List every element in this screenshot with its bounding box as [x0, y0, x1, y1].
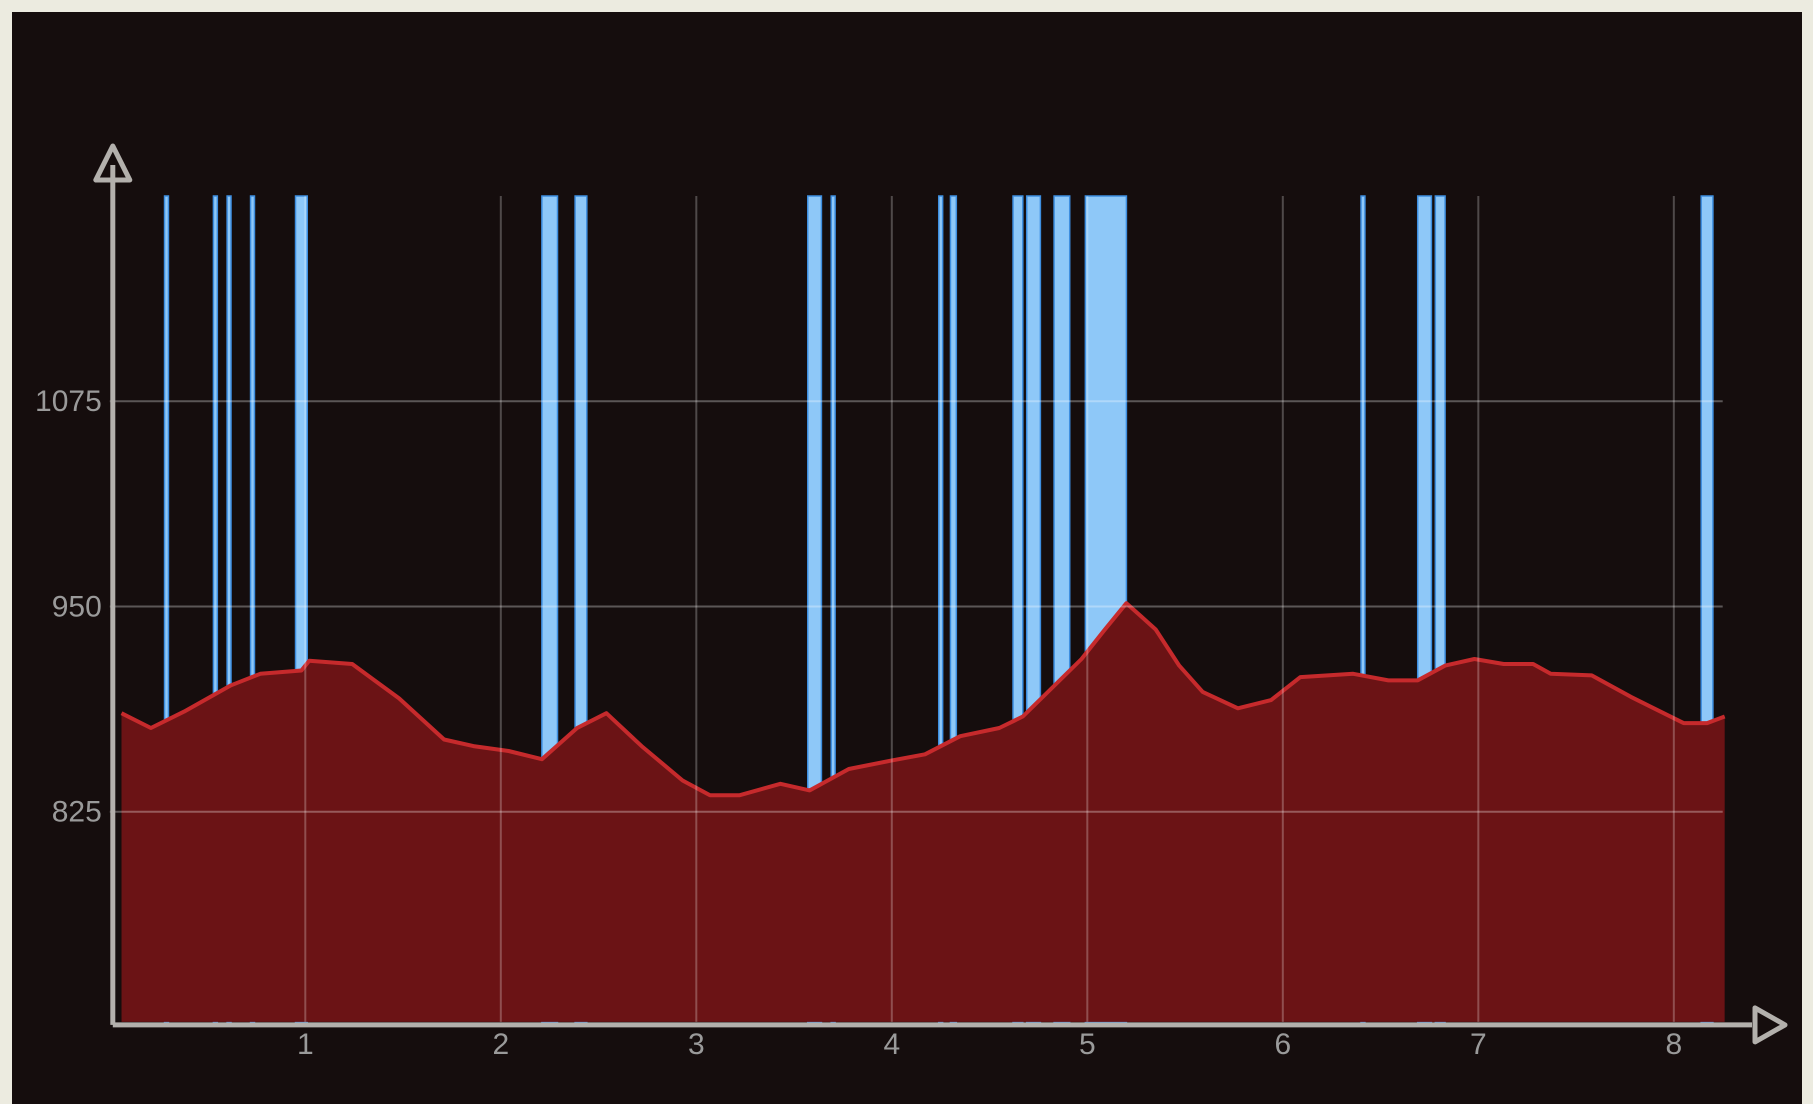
y-tick-label: 1075 [35, 385, 102, 418]
x-tick-label: 8 [1665, 1028, 1682, 1061]
area-line [120, 601, 1726, 798]
y-axis-arrow [93, 143, 133, 183]
y-tick-label: 825 [52, 796, 102, 829]
x-tick-label: 2 [492, 1028, 509, 1061]
y-tick-label: 950 [52, 590, 102, 623]
x-tick-label: 4 [883, 1028, 900, 1061]
x-tick-label: 7 [1470, 1028, 1487, 1061]
x-axis-arrow [1752, 1005, 1788, 1045]
area-fill [121, 603, 1725, 1022]
x-tick-label: 6 [1274, 1028, 1291, 1061]
x-tick-label: 5 [1079, 1028, 1096, 1061]
x-tick-label: 3 [688, 1028, 705, 1061]
x-tick-label: 1 [297, 1028, 314, 1061]
